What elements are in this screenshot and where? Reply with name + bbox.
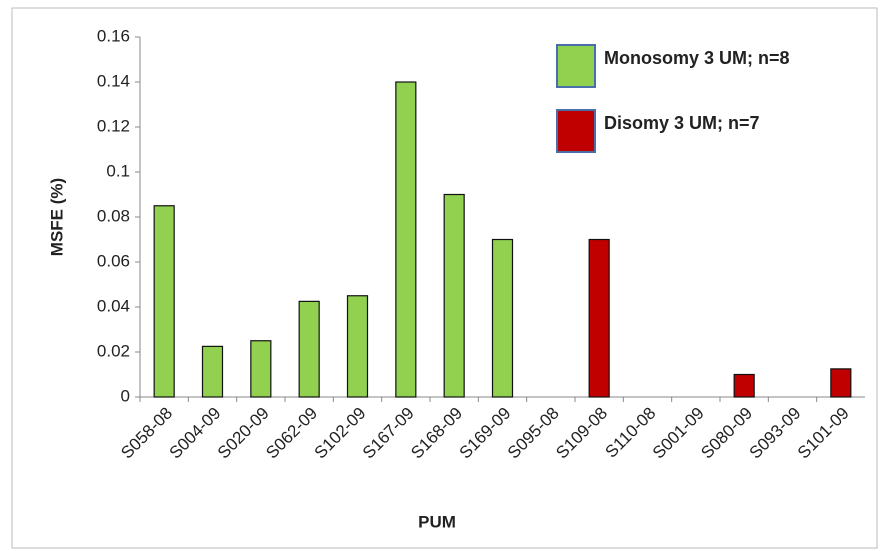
y-tick-label: 0.12 bbox=[97, 116, 130, 135]
bar bbox=[491, 238, 514, 398]
bar bbox=[830, 368, 852, 398]
bar bbox=[346, 295, 369, 398]
y-tick-label: 0.02 bbox=[97, 341, 130, 360]
y-tick-label: 0.06 bbox=[97, 251, 130, 270]
bar bbox=[153, 205, 175, 398]
legend-label: Disomy 3 UM; n=7 bbox=[604, 113, 760, 133]
x-axis-label: PUM bbox=[418, 512, 456, 531]
y-axis-label: MSFE (%) bbox=[47, 178, 66, 256]
legend-swatch bbox=[556, 109, 596, 153]
y-tick-label: 0.14 bbox=[97, 71, 130, 90]
bar bbox=[395, 81, 417, 398]
y-tick-label: 0 bbox=[121, 386, 130, 405]
y-tick-label: 0.04 bbox=[97, 296, 130, 315]
bar bbox=[733, 373, 755, 398]
legend-label: Monosomy 3 UM; n=8 bbox=[604, 48, 790, 68]
legend-swatch bbox=[556, 44, 596, 88]
bar bbox=[250, 340, 272, 398]
bar bbox=[443, 193, 465, 398]
y-tick-label: 0.08 bbox=[97, 206, 130, 225]
y-tick-label: 0.1 bbox=[106, 161, 130, 180]
bar bbox=[201, 345, 224, 398]
y-tick-label: 0.16 bbox=[97, 26, 130, 45]
bar bbox=[588, 238, 610, 398]
bar bbox=[298, 300, 320, 398]
